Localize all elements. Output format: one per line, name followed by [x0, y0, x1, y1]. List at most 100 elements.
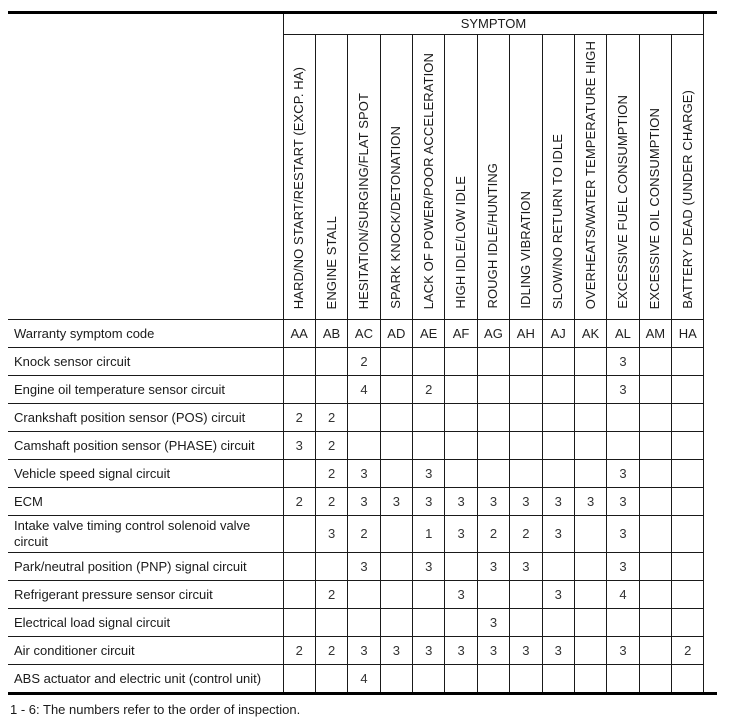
inspection-order-cell	[670, 608, 705, 637]
symptom-code-cell: AE	[411, 319, 445, 348]
symptom-column-label: LACK OF POWER/POOR ACCELERATION	[420, 52, 436, 309]
inspection-order-cell: 2	[476, 515, 510, 553]
inspection-order-cell	[509, 608, 542, 637]
inspection-order-cell	[670, 375, 705, 404]
inspection-order-cell	[411, 347, 445, 376]
inspection-order-cell: 3	[379, 487, 413, 516]
inspection-order-cell	[541, 608, 575, 637]
symptom-code-cell: AC	[347, 319, 381, 348]
inspection-order-cell	[509, 431, 542, 460]
diagnosis-item-label: Knock sensor circuit	[8, 347, 283, 376]
inspection-order-cell	[606, 664, 640, 692]
inspection-order-cell	[379, 580, 413, 609]
diagnosis-item-label: ECM	[8, 487, 283, 516]
diagnosis-item-label: Vehicle speed signal circuit	[8, 459, 283, 488]
inspection-order-cell	[541, 459, 575, 488]
inspection-order-cell: 3	[444, 515, 478, 553]
inspection-order-cell	[638, 636, 672, 665]
inspection-order-cell	[476, 664, 510, 692]
symptom-column-header: SLOW/NO RETURN TO IDLE	[541, 34, 575, 320]
inspection-order-cell	[670, 580, 705, 609]
diagnosis-row: ECM 2 2 3 3 3 3 3 3 3 3 3	[8, 487, 705, 516]
inspection-order-cell: 3	[444, 487, 478, 516]
inspection-order-cell	[606, 403, 640, 432]
inspection-order-cell	[638, 459, 672, 488]
inspection-order-cell: 3	[606, 552, 640, 581]
diagnosis-item-label: Air conditioner circuit	[8, 636, 283, 665]
table-head: SYMPTOM HARD/NO START/RESTART (EXCP. HA) E…	[8, 14, 705, 320]
inspection-order-cell	[573, 515, 607, 553]
inspection-order-cell	[379, 403, 413, 432]
inspection-order-cell: 3	[606, 459, 640, 488]
inspection-order-cell	[573, 431, 607, 460]
inspection-order-cell	[476, 375, 510, 404]
symptom-column-header: EXCESSIVE OIL CONSUMPTION	[638, 34, 672, 320]
symptom-column-label: EXCESSIVE OIL CONSUMPTION	[647, 107, 663, 309]
inspection-order-cell	[282, 515, 316, 553]
inspection-order-cell: 3	[606, 487, 640, 516]
symptom-column-label: EXCESSIVE FUEL CONSUMPTION	[614, 95, 630, 309]
inspection-order-cell	[573, 459, 607, 488]
inspection-order-cell	[282, 375, 316, 404]
inspection-order-cell	[638, 403, 672, 432]
corner-cell	[8, 14, 283, 320]
inspection-order-cell	[638, 347, 672, 376]
inspection-order-cell: 2	[314, 403, 348, 432]
inspection-order-cell: 2	[282, 636, 316, 665]
diagnosis-item-label: Intake valve timing control solenoid val…	[8, 515, 283, 553]
diagnosis-item-label: Crankshaft position sensor (POS) circuit	[8, 403, 283, 432]
inspection-order-cell	[314, 608, 348, 637]
inspection-order-cell: 3	[541, 515, 575, 553]
inspection-order-cell	[314, 664, 348, 692]
inspection-order-cell: 3	[347, 552, 381, 581]
inspection-order-cell	[282, 459, 316, 488]
inspection-order-cell	[444, 431, 478, 460]
diagnosis-row: Crankshaft position sensor (POS) circuit…	[8, 403, 705, 432]
inspection-order-cell: 3	[476, 487, 510, 516]
inspection-order-cell	[541, 664, 575, 692]
inspection-order-cell	[638, 487, 672, 516]
inspection-order-cell	[411, 608, 445, 637]
inspection-order-cell	[509, 347, 542, 376]
inspection-order-cell	[379, 608, 413, 637]
inspection-order-cell	[282, 608, 316, 637]
symptom-column-header: ENGINE STALL	[314, 34, 348, 320]
inspection-order-cell	[606, 431, 640, 460]
diagnosis-row: Refrigerant pressure sensor circuit 2 3 3 4	[8, 580, 705, 609]
inspection-order-cell: 3	[411, 636, 445, 665]
inspection-order-cell: 2	[670, 636, 705, 665]
inspection-order-cell	[573, 403, 607, 432]
symptom-title: SYMPTOM	[282, 14, 705, 35]
inspection-order-cell	[444, 403, 478, 432]
inspection-order-cell: 3	[606, 375, 640, 404]
inspection-order-cell	[606, 608, 640, 637]
symptom-column-label: SLOW/NO RETURN TO IDLE	[550, 133, 566, 309]
inspection-order-cell	[444, 552, 478, 581]
inspection-order-cell: 3	[411, 459, 445, 488]
symptom-header-row: HARD/NO START/RESTART (EXCP. HA) ENGINE S…	[8, 34, 705, 320]
inspection-order-cell	[670, 552, 705, 581]
symptom-column-label: SPARK KNOCK/DETONATION	[388, 126, 404, 309]
inspection-order-cell: 3	[347, 636, 381, 665]
symptom-column-header: EXCESSIVE FUEL CONSUMPTION	[606, 34, 640, 320]
inspection-order-cell	[379, 431, 413, 460]
inspection-order-cell	[638, 608, 672, 637]
symptom-code-cell: AF	[444, 319, 478, 348]
inspection-order-cell	[444, 347, 478, 376]
inspection-order-cell	[573, 375, 607, 404]
inspection-order-cell	[509, 580, 542, 609]
symptom-column-header: ROUGH IDLE/HUNTING	[476, 34, 510, 320]
inspection-order-cell: 3	[541, 580, 575, 609]
diagnosis-item-label: Refrigerant pressure sensor circuit	[8, 580, 283, 609]
diagnosis-row: Vehicle speed signal circuit 2 3 3 3	[8, 459, 705, 488]
diagnosis-row: Knock sensor circuit 2 3	[8, 347, 705, 376]
inspection-order-cell	[347, 403, 381, 432]
inspection-order-cell	[638, 375, 672, 404]
inspection-order-cell	[476, 580, 510, 609]
inspection-order-cell: 2	[282, 487, 316, 516]
symptom-column-label: HESITATION/SURGING/FLAT SPOT	[355, 92, 371, 309]
diagnosis-row: Camshaft position sensor (PHASE) circuit…	[8, 431, 705, 460]
symptom-column-header: OVERHEATS/WATER TEMPERATURE HIGH	[573, 34, 607, 320]
inspection-order-cell: 3	[476, 636, 510, 665]
inspection-order-cell	[670, 347, 705, 376]
